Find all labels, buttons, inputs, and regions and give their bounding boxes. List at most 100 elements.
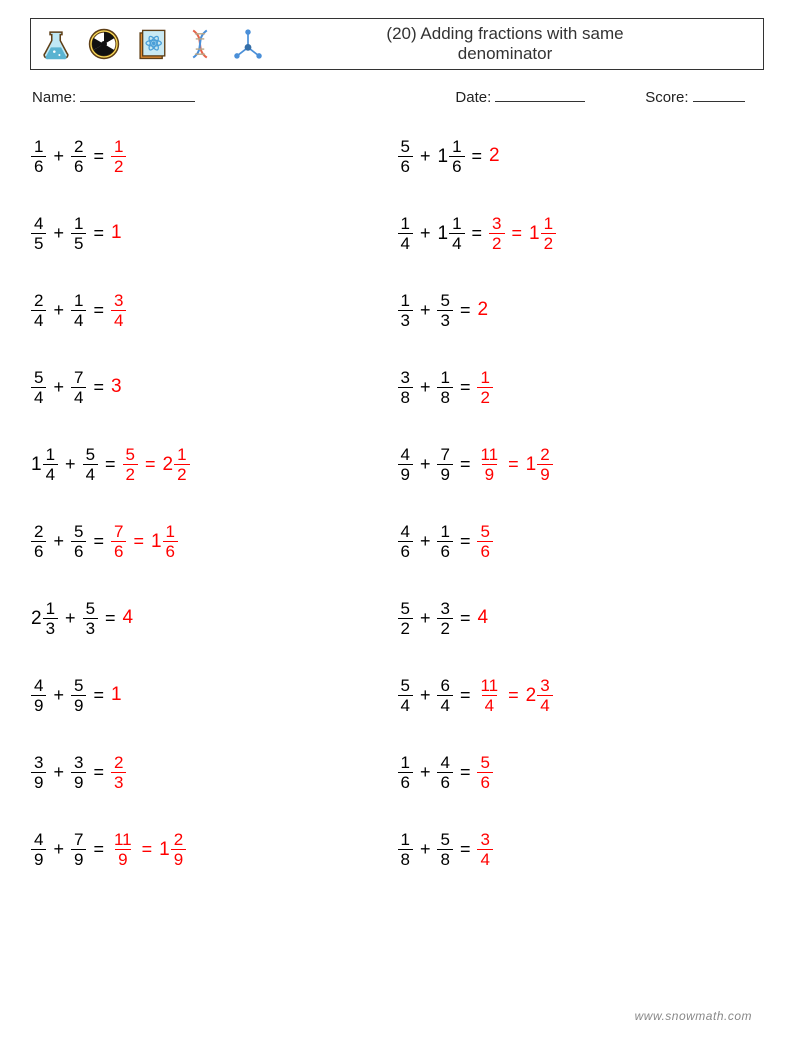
problem: 16+46=56 (398, 750, 765, 794)
equals-sign: = (501, 454, 526, 475)
plus-operator: + (46, 223, 71, 244)
title-line1: (20) Adding fractions with same (386, 24, 623, 43)
name-blank[interactable] (80, 88, 195, 102)
problem: 49+79=119=129 (31, 827, 398, 871)
equals-sign: = (98, 454, 123, 475)
plus-operator: + (413, 685, 438, 706)
equals-sign: = (126, 531, 151, 552)
equals-sign: = (453, 454, 478, 475)
plus-operator: + (58, 608, 83, 629)
problem: 16+26=12 (31, 134, 398, 178)
date-label: Date: (455, 89, 491, 106)
plus-operator: + (413, 839, 438, 860)
score-label: Score: (645, 89, 688, 106)
plus-operator: + (413, 454, 438, 475)
plus-operator: + (46, 762, 71, 783)
date-label-group: Date: (455, 88, 645, 106)
equals-sign: = (86, 839, 111, 860)
info-row: Name: Date: Score: (30, 88, 764, 106)
answer: 12 (111, 138, 126, 175)
problem: 54+74=3 (31, 365, 398, 409)
plus-operator: + (46, 377, 71, 398)
answer: 119 (477, 446, 501, 483)
problem: 38+18=12 (398, 365, 765, 409)
answer: 212 (163, 446, 190, 483)
plus-operator: + (46, 531, 71, 552)
problem: 46+16=56 (398, 519, 765, 563)
equals-sign: = (453, 762, 478, 783)
equals-sign: = (86, 300, 111, 321)
answer: 12 (477, 369, 492, 406)
beaker-icon (39, 27, 73, 61)
equals-sign: = (86, 762, 111, 783)
equals-sign: = (86, 685, 111, 706)
answer: 112 (529, 215, 556, 252)
worksheet-page: (20) Adding fractions with same denomina… (0, 0, 794, 1053)
equals-sign: = (501, 685, 526, 706)
plus-operator: + (413, 531, 438, 552)
plus-operator: + (413, 762, 438, 783)
answer: 3 (111, 376, 122, 398)
answer: 34 (111, 292, 126, 329)
header-box: (20) Adding fractions with same denomina… (30, 18, 764, 70)
score-label-group: Score: (645, 88, 762, 106)
answer: 2 (489, 145, 500, 167)
answer: 23 (111, 754, 126, 791)
equals-sign: = (453, 300, 478, 321)
equals-sign: = (138, 454, 163, 475)
column-left: 16+26=12 45+15=1 24+14=34 54+74=3 114+54=52=… (31, 134, 398, 871)
equals-sign: = (98, 608, 123, 629)
title-line2: denominator (458, 44, 553, 63)
icon-row (39, 27, 265, 61)
problem: 114+54=52=212 (31, 442, 398, 486)
answer: 34 (477, 831, 492, 868)
problem: 26+56=76=116 (31, 519, 398, 563)
answer: 114 (477, 677, 501, 714)
dna-icon (183, 27, 217, 61)
answer: 129 (526, 446, 553, 483)
answer: 4 (123, 607, 134, 629)
science-book-icon (135, 27, 169, 61)
answer: 76 (111, 523, 126, 560)
equals-sign: = (86, 146, 111, 167)
problem: 13+53=2 (398, 288, 765, 332)
problems-area: 16+26=1245+15=124+14=3454+74=3114+54=52=… (30, 134, 764, 871)
problem: 56+116=2 (398, 134, 765, 178)
plus-operator: + (46, 685, 71, 706)
problem: 18+58=34 (398, 827, 765, 871)
equals-sign: = (135, 839, 160, 860)
answer: 56 (477, 523, 492, 560)
answer: 119 (111, 831, 135, 868)
equals-sign: = (453, 377, 478, 398)
equals-sign: = (453, 608, 478, 629)
equals-sign: = (86, 377, 111, 398)
plus-operator: + (413, 223, 438, 244)
equals-sign: = (465, 223, 490, 244)
problem: 45+15=1 (31, 211, 398, 255)
answer: 234 (526, 677, 553, 714)
problem: 54+64=114=234 (398, 673, 765, 717)
answer: 4 (477, 607, 488, 629)
plus-operator: + (413, 377, 438, 398)
score-blank[interactable] (693, 88, 745, 102)
problem: 24+14=34 (31, 288, 398, 332)
radioactive-icon (87, 27, 121, 61)
answer: 116 (151, 523, 178, 560)
problem: 39+39=23 (31, 750, 398, 794)
equals-sign: = (453, 531, 478, 552)
molecule-icon (231, 27, 265, 61)
problem: 213+53=4 (31, 596, 398, 640)
answer: 56 (477, 754, 492, 791)
date-blank[interactable] (495, 88, 585, 102)
equals-sign: = (505, 223, 530, 244)
answer: 1 (111, 222, 122, 244)
equals-sign: = (453, 839, 478, 860)
equals-sign: = (465, 146, 490, 167)
answer: 1 (111, 684, 122, 706)
answer: 2 (477, 299, 488, 321)
name-label-group: Name: (32, 88, 455, 106)
equals-sign: = (86, 531, 111, 552)
problem: 52+32=4 (398, 596, 765, 640)
plus-operator: + (46, 146, 71, 167)
plus-operator: + (413, 300, 438, 321)
